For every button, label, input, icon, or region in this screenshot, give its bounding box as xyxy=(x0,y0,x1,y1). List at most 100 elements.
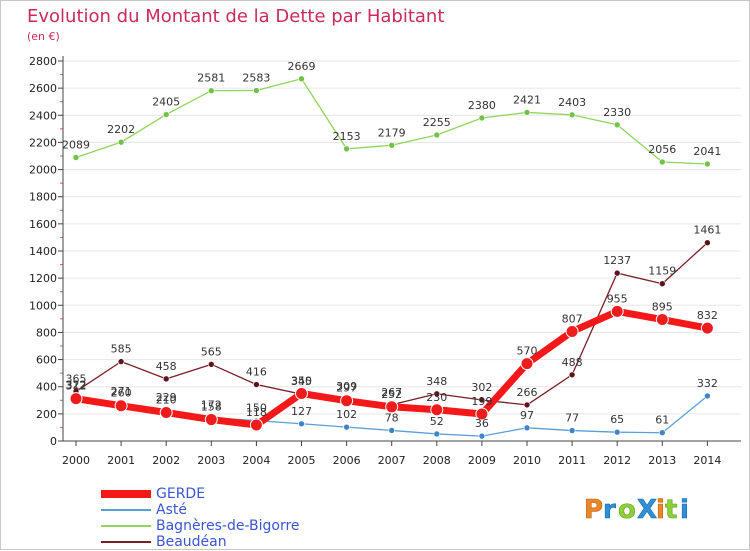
y-tick-label: 2200 xyxy=(29,136,57,149)
svg-text:P: P xyxy=(584,495,603,525)
data-label-gerde: 210 xyxy=(156,394,177,407)
x-tick-label: 2007 xyxy=(378,454,406,467)
chart-title: Evolution du Montant de la Dette par Hab… xyxy=(27,6,445,27)
data-label-aste: 150 xyxy=(246,402,267,415)
x-tick-label: 2011 xyxy=(558,454,586,467)
data-label-aste: 52 xyxy=(430,415,444,428)
data-label-gerde: 252 xyxy=(381,388,402,401)
data-label-aste: 78 xyxy=(385,411,399,424)
data-label-beaudean: 458 xyxy=(156,360,177,373)
data-point-beaudean xyxy=(433,390,441,398)
x-tick-label: 2012 xyxy=(603,454,631,467)
x-tick-label: 2006 xyxy=(333,454,361,467)
data-point-beaudean xyxy=(162,375,170,383)
data-label-aste: 102 xyxy=(336,408,357,421)
data-label-gerde: 350 xyxy=(291,375,312,388)
data-point-gerde xyxy=(475,407,489,421)
x-tick-label: 2000 xyxy=(62,454,90,467)
data-point-gerde xyxy=(340,394,354,408)
data-point-gerde xyxy=(430,403,444,417)
data-label-bagneres-de-bigorre: 2403 xyxy=(558,96,586,109)
legend-swatch-aste xyxy=(101,509,151,511)
data-point-beaudean xyxy=(478,396,486,404)
data-label-aste: 322 xyxy=(66,378,87,391)
data-label-aste: 97 xyxy=(520,409,534,422)
data-label-aste: 127 xyxy=(291,405,312,418)
data-label-bagneres-de-bigorre: 2421 xyxy=(513,93,541,106)
svg-text:X: X xyxy=(637,495,657,525)
data-label-beaudean: 302 xyxy=(471,381,492,394)
data-label-beaudean: 1237 xyxy=(603,254,631,267)
data-label-bagneres-de-bigorre: 2202 xyxy=(107,123,135,136)
y-tick-label: 1600 xyxy=(29,218,57,231)
data-point-aste xyxy=(613,428,621,436)
data-point-aste xyxy=(343,423,350,431)
svg-text:o: o xyxy=(618,495,636,525)
proxiti-logo: P r o X i t i xyxy=(584,495,689,526)
data-label-bagneres-de-bigorre: 2179 xyxy=(378,126,406,139)
data-point-beaudean xyxy=(613,269,621,277)
data-label-bagneres-de-bigorre: 2581 xyxy=(197,72,225,85)
data-label-gerde: 807 xyxy=(562,312,583,325)
data-label-beaudean: 565 xyxy=(201,345,222,358)
data-point-beaudean xyxy=(568,371,576,379)
data-label-bagneres-de-bigorre: 2405 xyxy=(152,96,180,109)
data-point-bagneres-de-bigorre xyxy=(72,154,80,161)
data-label-bagneres-de-bigorre: 2089 xyxy=(62,138,90,151)
legend-swatch-bagneres xyxy=(101,525,151,527)
data-point-bagneres-de-bigorre xyxy=(162,111,170,118)
series-line-bagneres-de-bigorre xyxy=(75,78,709,165)
data-label-gerde: 199 xyxy=(471,395,492,408)
data-label-beaudean: 266 xyxy=(517,386,538,399)
data-label-beaudean: 267 xyxy=(381,386,402,399)
data-point-gerde xyxy=(249,418,263,432)
y-tick-label: 400 xyxy=(36,381,57,394)
legend-label-bagneres: Bagnères-de-Bigorre xyxy=(156,518,300,534)
y-tick-label: 800 xyxy=(36,326,57,339)
x-tick-label: 2002 xyxy=(152,454,180,467)
data-point-aste xyxy=(568,427,576,434)
y-tick-label: 0 xyxy=(50,435,57,448)
x-tick-label: 2010 xyxy=(513,454,541,467)
data-label-gerde: 895 xyxy=(652,301,673,314)
data-label-aste: 65 xyxy=(610,413,624,426)
data-label-beaudean: 1159 xyxy=(648,265,676,278)
data-label-beaudean: 416 xyxy=(246,366,267,379)
data-point-gerde xyxy=(520,357,534,371)
data-point-aste xyxy=(704,392,711,400)
data-label-gerde: 260 xyxy=(111,387,132,400)
data-point-bagneres-de-bigorre xyxy=(343,145,350,153)
data-label-gerde: 955 xyxy=(607,292,628,305)
data-point-beaudean xyxy=(704,239,711,247)
data-point-bagneres-de-bigorre xyxy=(208,87,215,95)
data-label-beaudean: 1461 xyxy=(693,224,721,237)
y-tick-label: 2800 xyxy=(29,55,57,68)
data-label-bagneres-de-bigorre: 2669 xyxy=(288,60,316,73)
data-label-aste: 271 xyxy=(111,385,132,398)
y-tick-label: 1400 xyxy=(29,245,57,258)
y-tick-label: 2600 xyxy=(29,82,57,95)
x-tick-label: 2008 xyxy=(423,454,451,467)
data-point-beaudean xyxy=(658,280,666,288)
data-label-bagneres-de-bigorre: 2153 xyxy=(333,130,361,143)
data-label-bagneres-de-bigorre: 2380 xyxy=(468,99,496,112)
data-point-gerde xyxy=(655,313,669,327)
legend-label-gerde: GERDE xyxy=(156,486,206,502)
data-label-gerde: 158 xyxy=(201,401,222,414)
data-point-aste xyxy=(388,427,396,434)
svg-text:t: t xyxy=(665,495,677,525)
data-label-aste: 172 xyxy=(201,399,222,412)
x-tick-label: 2013 xyxy=(648,454,676,467)
data-label-aste: 332 xyxy=(697,377,718,390)
data-point-gerde xyxy=(610,304,624,318)
data-label-gerde: 570 xyxy=(517,345,538,358)
y-tick-label: 2000 xyxy=(29,164,57,177)
data-point-bagneres-de-bigorre xyxy=(253,87,260,94)
data-label-beaudean: 488 xyxy=(562,356,583,369)
y-tick-label: 600 xyxy=(36,354,57,367)
x-tick-label: 2009 xyxy=(468,454,496,467)
data-point-gerde xyxy=(69,392,83,406)
data-label-beaudean: 309 xyxy=(336,380,357,393)
legend-label-beaudean: Beaudéan xyxy=(156,534,227,550)
data-point-gerde xyxy=(159,406,173,419)
